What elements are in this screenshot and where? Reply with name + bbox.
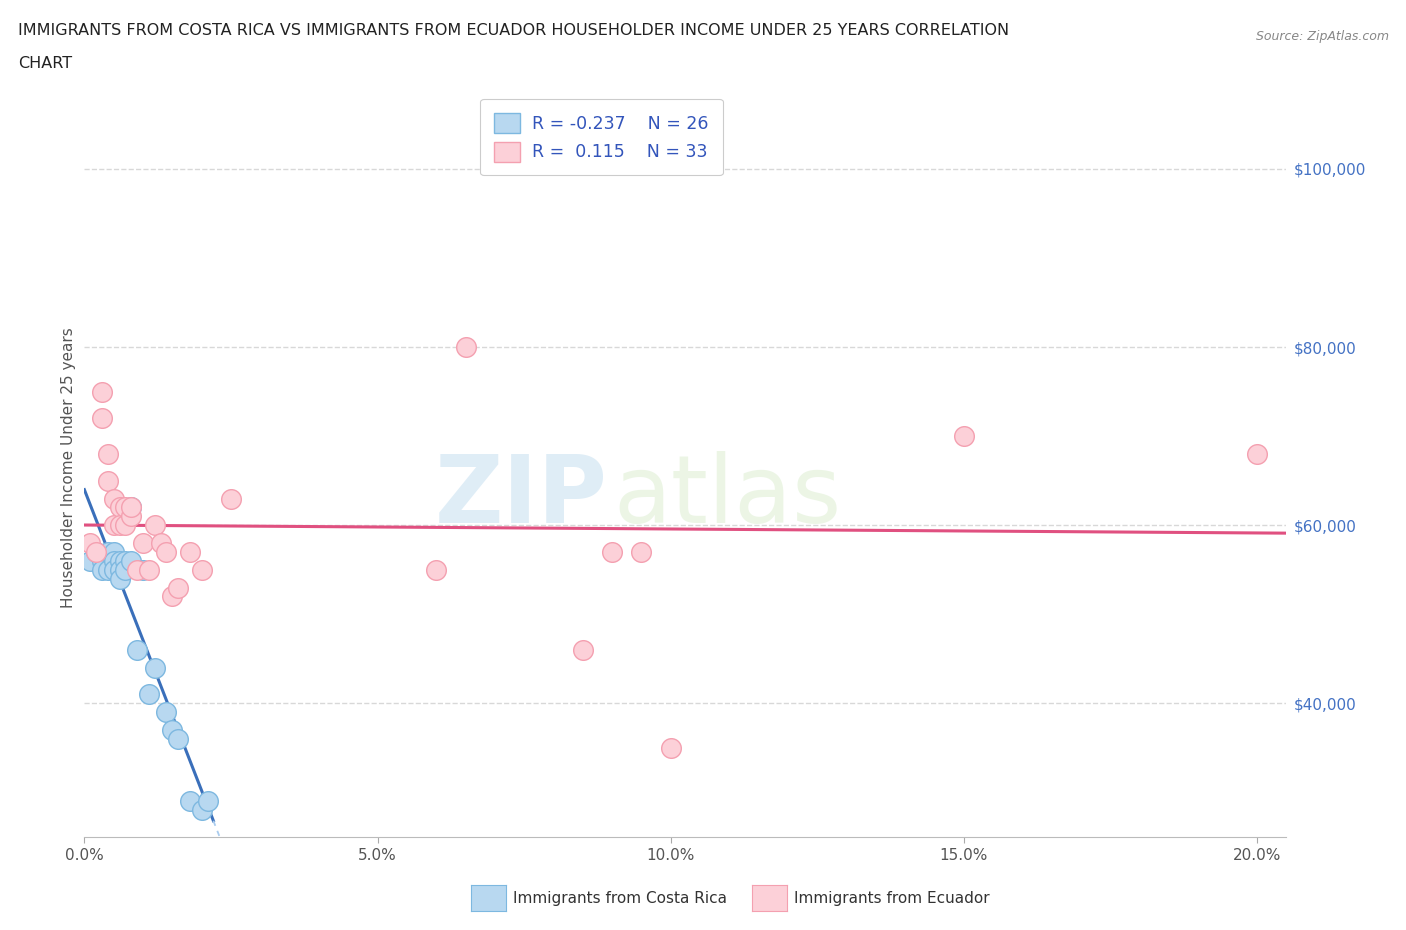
Point [91,411,114,426]
Point [155,705,177,720]
Point [120,509,142,524]
Point [114,500,136,515]
Point [97,473,120,488]
Point [91,553,114,568]
Point [167,732,190,747]
Point [79,553,101,568]
Point [91,563,114,578]
Text: Immigrants from Costa Rica: Immigrants from Costa Rica [513,891,727,906]
Point [190,803,212,817]
Point [630,544,652,559]
Point [600,544,623,559]
Point [132,536,155,551]
Point [108,518,131,533]
Point [91,384,114,399]
Point [108,563,131,578]
Point [425,563,447,578]
Point [103,518,125,533]
Point [138,563,160,578]
Point [97,446,120,461]
Point [179,794,201,809]
Point [79,536,101,551]
Point [120,500,142,515]
Point [162,723,184,737]
Point [197,794,219,809]
Point [149,536,172,551]
Point [127,563,149,578]
Point [155,544,177,559]
Point [120,500,142,515]
Point [84,544,107,559]
Point [120,553,142,568]
Y-axis label: Householder Income Under 25 years: Householder Income Under 25 years [60,327,76,607]
Text: CHART: CHART [18,56,72,71]
Point [97,544,120,559]
Point [114,518,136,533]
Point [167,580,190,595]
Point [953,429,976,444]
Point [138,687,160,702]
Point [127,643,149,658]
Point [103,544,125,559]
Point [97,563,120,578]
Point [84,544,107,559]
Point [219,491,242,506]
Point [108,500,131,515]
Point [108,571,131,586]
Point [659,740,682,755]
Legend: R = -0.237    N = 26, R =  0.115    N = 33: R = -0.237 N = 26, R = 0.115 N = 33 [479,99,723,176]
Point [1246,446,1268,461]
Point [103,553,125,568]
Point [143,518,166,533]
Point [179,544,201,559]
Point [190,563,212,578]
Point [162,589,184,604]
Point [132,563,155,578]
Text: Source: ZipAtlas.com: Source: ZipAtlas.com [1256,30,1389,43]
Text: ZIP: ZIP [434,451,607,543]
Point [114,563,136,578]
Point [103,491,125,506]
Point [572,643,595,658]
Text: Immigrants from Ecuador: Immigrants from Ecuador [794,891,990,906]
Text: IMMIGRANTS FROM COSTA RICA VS IMMIGRANTS FROM ECUADOR HOUSEHOLDER INCOME UNDER 2: IMMIGRANTS FROM COSTA RICA VS IMMIGRANTS… [18,23,1010,38]
Text: atlas: atlas [613,451,842,543]
Point [108,553,131,568]
Point [143,660,166,675]
Point [454,339,477,354]
Point [114,553,136,568]
Point [103,563,125,578]
